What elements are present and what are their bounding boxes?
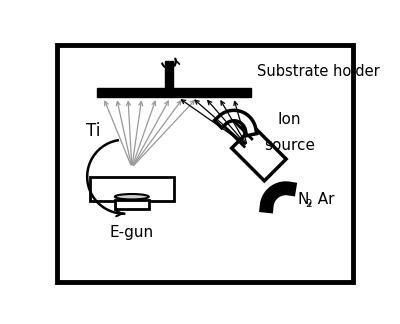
Text: source: source [264,138,315,153]
Text: , Ar: , Ar [308,192,335,207]
Text: Ti: Ti [86,122,100,140]
Bar [115,200,149,209]
Bar [90,177,174,201]
Ellipse shape [115,194,149,200]
Bar [97,88,251,98]
Text: Ion: Ion [278,112,302,127]
Text: Substrate holder: Substrate holder [257,64,380,79]
Bar [232,126,286,181]
Text: 2: 2 [305,199,312,209]
Text: E-gun: E-gun [110,225,154,240]
Text: N: N [297,192,309,207]
Bar [165,61,173,88]
